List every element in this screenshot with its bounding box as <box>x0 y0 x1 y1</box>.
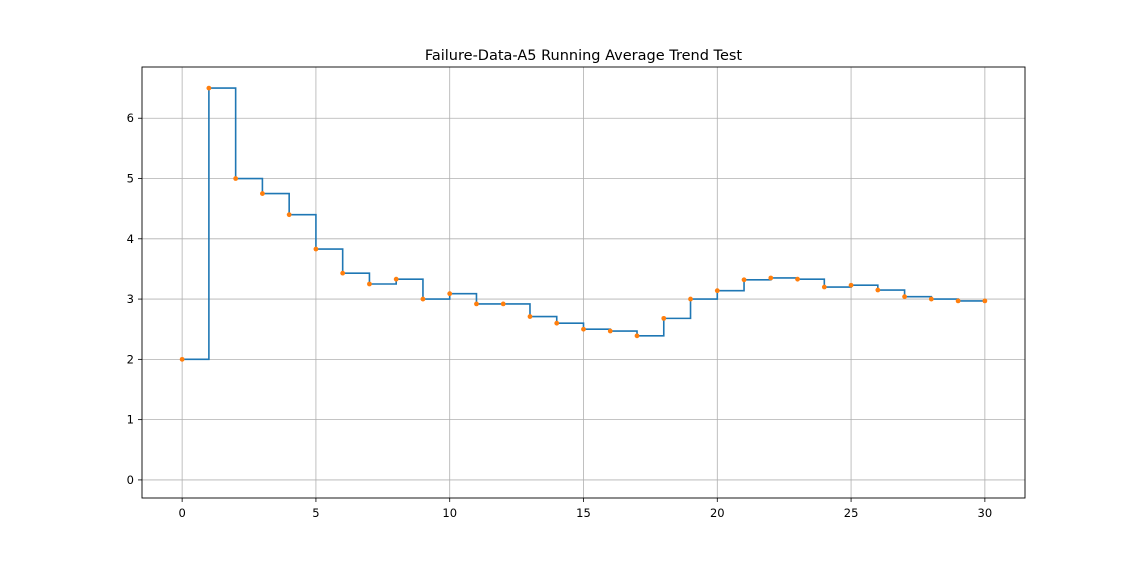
data-point-marker <box>447 291 453 297</box>
data-point-marker <box>474 301 479 307</box>
data-point-marker <box>902 294 907 300</box>
data-point-marker <box>607 328 613 334</box>
x-tick-label: 30 <box>978 506 993 520</box>
data-point-marker <box>206 85 212 91</box>
x-tick-label: 5 <box>312 506 319 520</box>
x-tick-label: 0 <box>178 506 185 520</box>
x-tick-label: 20 <box>710 506 725 520</box>
data-point-marker <box>420 296 426 302</box>
data-point-marker <box>340 270 346 276</box>
y-tick-label: 3 <box>127 292 134 306</box>
data-point-marker <box>661 315 667 321</box>
data-point-marker <box>554 320 560 326</box>
x-tick-label: 15 <box>576 506 591 520</box>
data-point-marker <box>179 356 185 362</box>
y-tick-label: 2 <box>127 352 134 366</box>
data-point-marker <box>982 298 988 304</box>
chart-title: Failure-Data-A5 Running Average Trend Te… <box>425 48 743 64</box>
data-point-marker <box>260 191 265 196</box>
data-point-marker <box>688 296 693 302</box>
data-point-marker <box>233 176 239 181</box>
data-point-marker <box>714 288 720 294</box>
y-tick-label: 6 <box>127 111 134 125</box>
x-tick-label: 10 <box>442 506 457 520</box>
data-point-marker <box>848 282 854 288</box>
x-tick-label: 25 <box>844 506 859 520</box>
y-tick-label: 1 <box>127 413 134 427</box>
data-point-marker <box>500 301 506 307</box>
data-point-marker <box>527 314 533 319</box>
data-point-marker <box>393 276 399 282</box>
data-point-marker <box>955 298 961 304</box>
data-point-marker <box>875 287 881 293</box>
y-tick-label: 4 <box>127 232 134 246</box>
data-point-marker <box>367 281 372 287</box>
data-point-marker <box>768 275 774 281</box>
grid-layer <box>142 67 1025 498</box>
y-tick-label: 5 <box>127 172 134 186</box>
data-point-marker <box>928 296 934 302</box>
data-point-marker <box>795 276 800 282</box>
axis-layer: 0 5 10 15 20 25 30 0 1 2 3 4 5 6 <box>127 111 993 520</box>
data-point-marker <box>634 333 640 339</box>
marker-layer <box>179 85 988 362</box>
data-point-marker <box>313 246 319 252</box>
y-tick-label: 0 <box>127 473 134 487</box>
data-point-marker <box>581 326 586 332</box>
data-point-marker <box>286 212 292 218</box>
data-point-marker <box>821 284 827 290</box>
data-point-marker <box>741 277 747 283</box>
